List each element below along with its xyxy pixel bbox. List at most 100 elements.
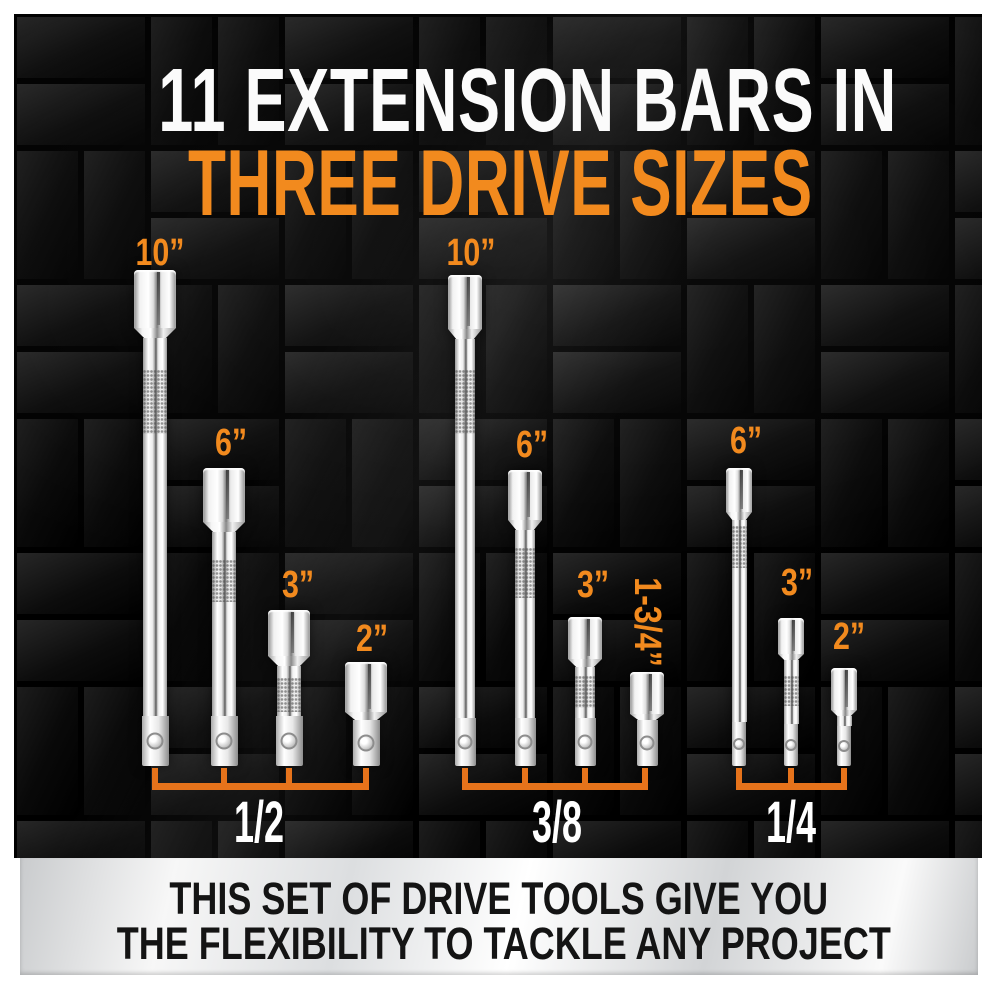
taper bbox=[508, 520, 542, 530]
extension-bar-threeeighths-10in bbox=[448, 275, 482, 766]
extension-bar-threeeighths-6in bbox=[508, 470, 542, 766]
socket-end bbox=[448, 275, 482, 329]
drive-group-bracket-threeeighths bbox=[462, 768, 648, 790]
detent-ball-hole bbox=[838, 740, 850, 752]
drive-group-bracket-quarter bbox=[736, 768, 847, 790]
drive-size-label: 1/4 bbox=[766, 790, 816, 855]
bracket-leg bbox=[363, 768, 369, 790]
square-drive-tip bbox=[275, 716, 303, 766]
shaft bbox=[143, 338, 167, 716]
detent-ball-hole bbox=[517, 734, 533, 750]
drive-size-label: 3/8 bbox=[532, 790, 582, 855]
shaft bbox=[731, 520, 747, 722]
knurl-grip bbox=[731, 526, 747, 568]
taper bbox=[568, 659, 602, 667]
taper bbox=[778, 654, 804, 660]
square-drive-tip bbox=[574, 718, 596, 766]
shaft bbox=[783, 660, 799, 724]
knurl-grip bbox=[277, 678, 301, 712]
shaft bbox=[455, 339, 475, 718]
square-drive-tip bbox=[454, 718, 476, 766]
extension-bar-half-10in bbox=[134, 270, 176, 766]
footer-line2: THE FLEXIBILITY TO TACKLE ANY PROJECT bbox=[116, 918, 891, 969]
footer-line1: THIS SET OF DRIVE TOOLS GIVE YOU bbox=[169, 873, 829, 924]
size-label: 10” bbox=[135, 232, 185, 274]
chrome-reflection bbox=[740, 470, 744, 509]
headline-line2-wrap: THREE DRIVE SIZES bbox=[0, 136, 1001, 230]
size-label: 6” bbox=[214, 422, 248, 464]
footer-line2-wrap: THE FLEXIBILITY TO TACKLE ANY PROJECT bbox=[20, 921, 978, 966]
bracket-leg bbox=[462, 768, 468, 790]
bracket-leg bbox=[286, 768, 292, 790]
knurl-grip bbox=[143, 370, 167, 434]
shaft bbox=[277, 666, 301, 716]
chrome-reflection bbox=[368, 664, 372, 709]
bracket-leg bbox=[841, 768, 847, 790]
extension-bar-quarter-3in bbox=[778, 618, 804, 766]
detent-ball-hole bbox=[785, 739, 797, 751]
detent-ball-hole bbox=[215, 732, 233, 750]
chrome-reflection bbox=[792, 620, 796, 651]
square-drive-tip bbox=[837, 726, 851, 766]
shaft bbox=[515, 530, 535, 718]
socket-end bbox=[508, 470, 542, 520]
socket-end bbox=[134, 270, 176, 328]
chrome-reflection bbox=[157, 272, 161, 325]
size-label-rotated: 1-3/4” bbox=[626, 577, 668, 667]
chrome-reflection bbox=[586, 619, 590, 656]
socket-end bbox=[268, 610, 310, 656]
taper bbox=[630, 714, 664, 720]
bracket-leg bbox=[642, 768, 648, 790]
square-drive-tip bbox=[210, 716, 238, 766]
extension-bar-half-6in bbox=[203, 468, 245, 766]
bracket-leg bbox=[221, 768, 227, 790]
socket-end bbox=[778, 618, 804, 654]
drive-size-label: 1/2 bbox=[234, 790, 284, 855]
square-drive-tip bbox=[636, 720, 658, 766]
detent-ball-hole bbox=[733, 738, 745, 750]
socket-end bbox=[726, 468, 752, 512]
knurl-grip bbox=[212, 560, 236, 602]
taper bbox=[134, 328, 176, 338]
extension-bar-threeeighths-1-34in bbox=[630, 672, 664, 766]
bracket-bar bbox=[152, 783, 369, 790]
size-label: 10” bbox=[446, 232, 496, 274]
size-label: 6” bbox=[729, 420, 763, 462]
taper bbox=[345, 712, 387, 720]
knurl-grip bbox=[783, 676, 799, 706]
socket-end bbox=[203, 468, 245, 522]
socket-end bbox=[568, 617, 602, 659]
bracket-bar bbox=[736, 783, 847, 790]
square-drive-tip bbox=[514, 718, 536, 766]
bracket-leg bbox=[152, 768, 158, 790]
size-label: 2” bbox=[832, 616, 866, 658]
extension-bar-half-2in bbox=[345, 662, 387, 766]
chrome-reflection bbox=[226, 470, 230, 519]
bracket-leg bbox=[582, 768, 588, 790]
size-label: 3” bbox=[281, 564, 315, 606]
knurl-grip bbox=[515, 548, 535, 598]
taper bbox=[726, 512, 752, 520]
shaft bbox=[575, 667, 595, 718]
drive-group-bracket-half bbox=[152, 768, 369, 790]
square-drive-tip bbox=[352, 720, 380, 766]
footer-line1-wrap: THIS SET OF DRIVE TOOLS GIVE YOU bbox=[20, 876, 978, 921]
bracket-bar bbox=[462, 783, 648, 790]
chrome-reflection bbox=[648, 674, 652, 711]
extension-bar-quarter-6in bbox=[726, 468, 752, 766]
detent-ball-hole bbox=[357, 734, 375, 752]
bracket-leg bbox=[736, 768, 742, 790]
shaft bbox=[212, 532, 236, 716]
detent-ball-hole bbox=[577, 734, 593, 750]
size-label: 3” bbox=[576, 564, 610, 606]
knurl-grip bbox=[455, 370, 475, 434]
size-label: 3” bbox=[780, 562, 814, 604]
extension-bar-half-3in bbox=[268, 610, 310, 766]
size-label: 6” bbox=[515, 424, 549, 466]
detent-ball-hole bbox=[639, 735, 655, 751]
chrome-reflection bbox=[845, 670, 849, 707]
detent-ball-hole bbox=[457, 734, 473, 750]
headline-line1: 11 EXTENSION BARS IN bbox=[158, 51, 897, 151]
taper bbox=[831, 710, 857, 716]
